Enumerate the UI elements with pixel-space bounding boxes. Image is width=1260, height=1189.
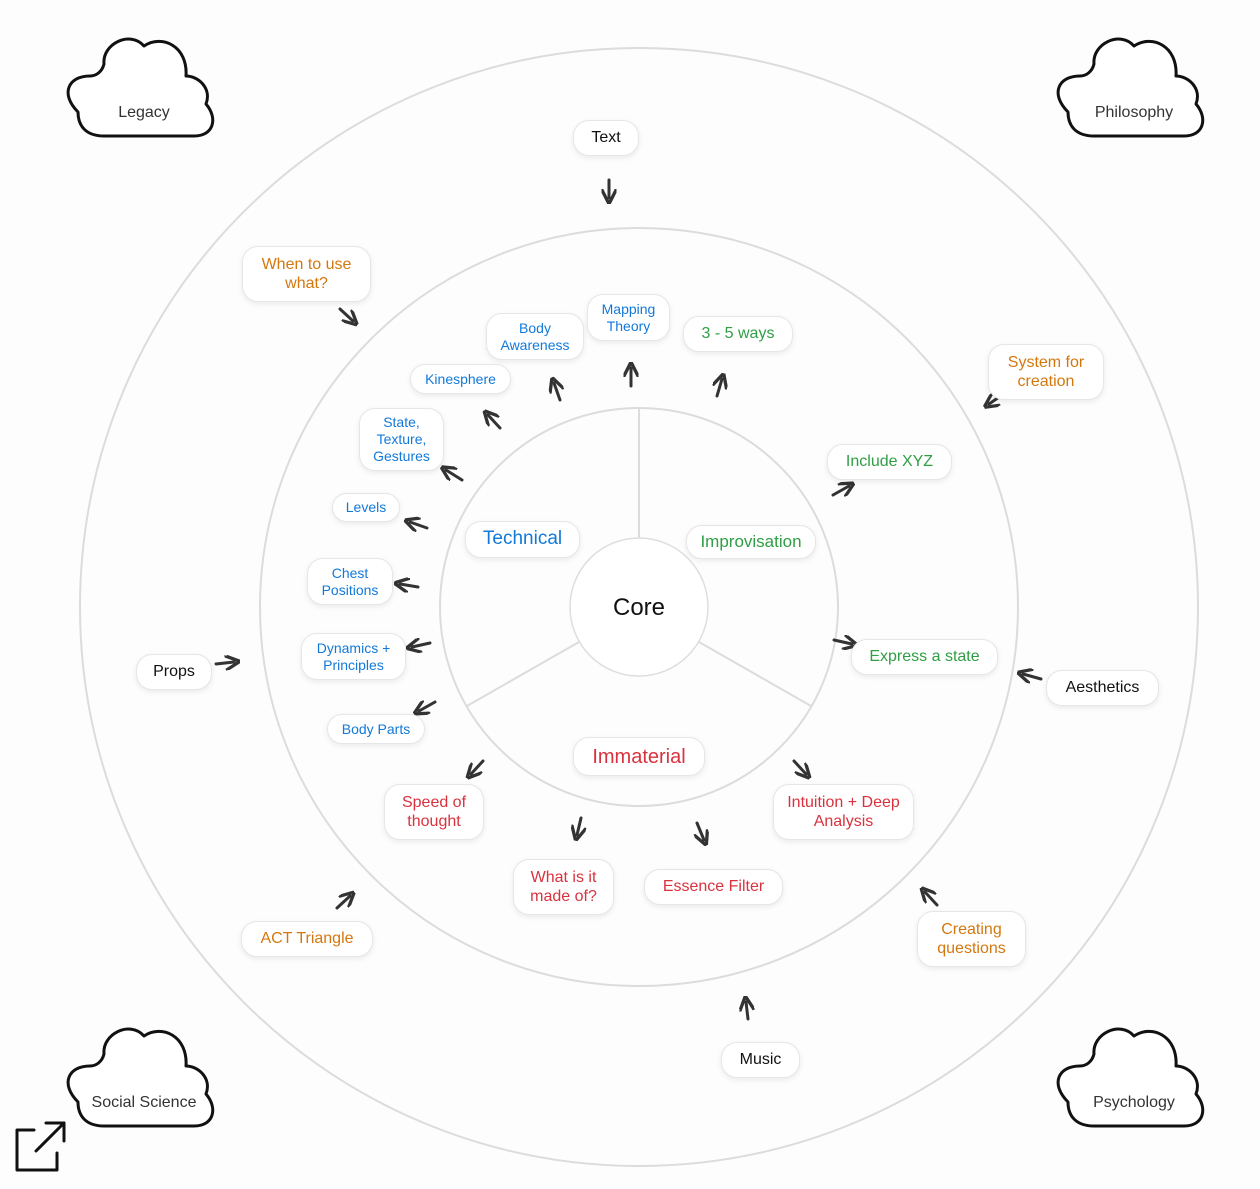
arrow-icon xyxy=(832,640,852,644)
node-aesthetics[interactable]: Aesthetics xyxy=(1046,670,1159,706)
node-when-to-use-what[interactable]: When to use what? xyxy=(242,246,371,302)
section-technical[interactable]: Technical xyxy=(465,521,580,558)
node-act-triangle[interactable]: ACT Triangle xyxy=(241,921,373,957)
cloud-icon xyxy=(66,1027,215,1128)
node-music[interactable]: Music xyxy=(721,1042,800,1078)
outer-ring xyxy=(79,47,1199,1167)
divider-right xyxy=(698,641,812,707)
external-link-icon[interactable] xyxy=(15,1121,66,1172)
node-3-5-ways[interactable]: 3 - 5 ways xyxy=(683,316,793,352)
cloud-psychology[interactable]: Psychology xyxy=(1056,1027,1205,1128)
node-essence-filter[interactable]: Essence Filter xyxy=(644,869,783,905)
cloud-legacy[interactable]: Legacy xyxy=(66,37,215,138)
node-body-awareness[interactable]: Body Awareness xyxy=(486,313,584,360)
node-express-a-state[interactable]: Express a state xyxy=(851,639,998,675)
node-include-xyz[interactable]: Include XYZ xyxy=(827,444,952,480)
arrow-icon xyxy=(577,816,581,835)
section-immaterial[interactable]: Immaterial xyxy=(573,737,705,776)
arrow-icon xyxy=(488,415,502,430)
cloud-philosophy[interactable]: Philosophy xyxy=(1056,37,1205,138)
divider-left xyxy=(466,641,580,707)
arrow-icon xyxy=(831,486,849,495)
cloud-social-science[interactable]: Social Science xyxy=(66,1027,215,1128)
arrow-icon xyxy=(446,470,464,482)
arrow-icon xyxy=(471,759,485,774)
section-improvisation[interactable]: Improvisation xyxy=(686,525,816,559)
node-props[interactable]: Props xyxy=(136,654,212,690)
cloud-icon xyxy=(66,37,215,138)
arrow-icon xyxy=(335,896,350,910)
cloud-social-science-label: Social Science xyxy=(92,1094,197,1111)
core-circle[interactable] xyxy=(569,537,709,677)
arrow-icon xyxy=(746,1002,748,1021)
node-system-for-creation[interactable]: System for creation xyxy=(988,344,1104,400)
arrow-icon xyxy=(412,643,432,647)
node-intuition-deep-analysis[interactable]: Intuition + Deep Analysis xyxy=(773,784,914,840)
node-dynamics-principles[interactable]: Dynamics + Principles xyxy=(301,633,406,680)
node-what-is-it-made-of[interactable]: What is it made of? xyxy=(513,859,614,915)
arrow-icon xyxy=(419,702,437,711)
node-levels[interactable]: Levels xyxy=(332,493,400,522)
arrow-icon xyxy=(792,759,806,774)
arrow-icon xyxy=(717,379,722,398)
arrow-icon xyxy=(925,892,939,907)
arrow-icon xyxy=(214,662,234,664)
arrow-icon xyxy=(697,821,704,840)
arrow-icon xyxy=(1023,674,1043,679)
cloud-psychology-label: Psychology xyxy=(1093,1094,1175,1111)
cloud-icon xyxy=(1056,37,1205,138)
middle-ring xyxy=(259,227,1019,987)
arrow-icon xyxy=(554,383,560,402)
core-label: Core xyxy=(613,594,665,621)
cloud-philosophy-label: Philosophy xyxy=(1095,104,1173,121)
node-speed-of-thought[interactable]: Speed of thought xyxy=(384,784,484,840)
node-chest-positions[interactable]: Chest Positions xyxy=(307,558,393,605)
node-state-texture-gestures[interactable]: State, Texture, Gestures xyxy=(359,408,444,471)
cloud-icon xyxy=(1056,1027,1205,1128)
node-kinesphere[interactable]: Kinesphere xyxy=(410,364,511,394)
arrow-icon xyxy=(400,584,420,587)
node-creating-questions[interactable]: Creating questions xyxy=(917,911,1026,967)
cloud-legacy-label: Legacy xyxy=(118,104,170,121)
node-body-parts[interactable]: Body Parts xyxy=(327,714,425,744)
arrow-icon xyxy=(338,307,353,321)
arrow-icon xyxy=(410,522,429,528)
node-text[interactable]: Text xyxy=(573,120,639,156)
node-mapping-theory[interactable]: Mapping Theory xyxy=(587,294,670,341)
